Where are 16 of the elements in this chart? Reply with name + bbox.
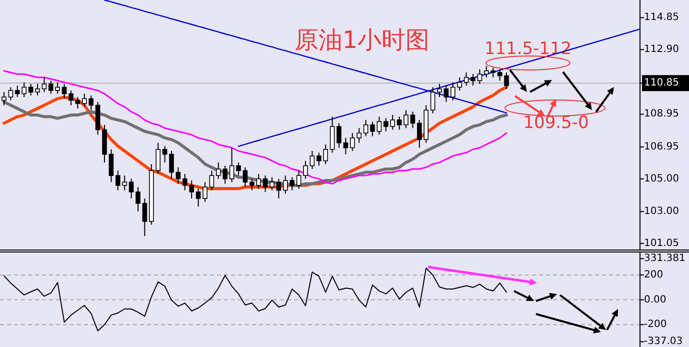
y-tick-label: 108.95 [644, 108, 679, 120]
text: 原油1小时图 [294, 26, 430, 54]
y-tick-label: 114.85 [644, 12, 679, 24]
y-tick-label: 103.00 [644, 206, 679, 218]
annotation: 111.5-112 [484, 39, 572, 59]
y-tick-label: 101.05 [644, 238, 679, 249]
y-tick-label: 106.95 [644, 141, 679, 152]
y-tick-label: 112.90 [644, 44, 679, 56]
y-tick-label: 105.00 [644, 173, 679, 184]
y-tick-label: 110.85 [644, 78, 679, 89]
y-tick-label: 331.381 [644, 253, 686, 264]
y-tick-label: -337.03 [644, 336, 683, 347]
y-tick-label: -200 [644, 319, 667, 330]
y-tick-label: 0.00 [644, 294, 666, 306]
text: 109.5-0 [523, 113, 589, 133]
y-tick-label: 200 [644, 269, 664, 280]
